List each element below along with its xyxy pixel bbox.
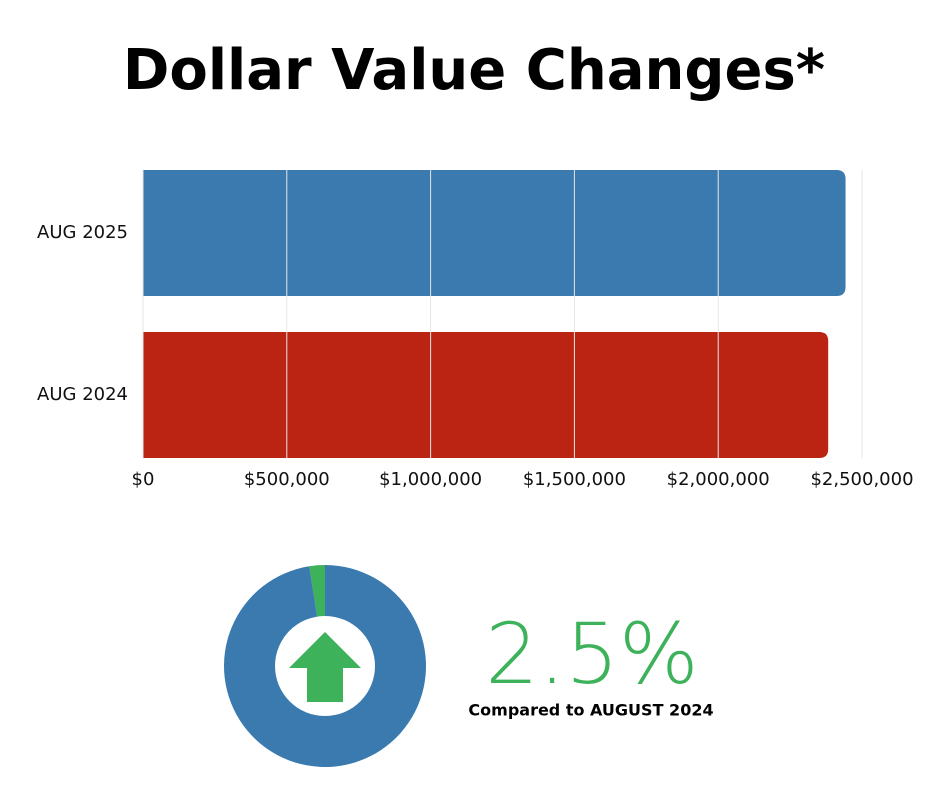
bar	[143, 332, 829, 458]
x-tick-label: $0	[132, 469, 155, 490]
title: Dollar Value Changes*	[123, 38, 825, 103]
x-tick-label: $1,000,000	[379, 469, 482, 490]
x-tick-label: $1,500,000	[523, 469, 626, 490]
category-label: AUG 2024	[37, 384, 128, 405]
category-label: AUG 2025	[37, 222, 128, 243]
change-percent: 2.5%	[485, 605, 698, 703]
x-tick-label: $2,000,000	[667, 469, 770, 490]
x-tick-label: $2,500,000	[810, 469, 913, 490]
up-arrow	[289, 632, 361, 702]
x-tick-label: $500,000	[244, 469, 330, 490]
bar	[143, 170, 846, 296]
caption: Compared to AUGUST 2024	[468, 701, 713, 720]
